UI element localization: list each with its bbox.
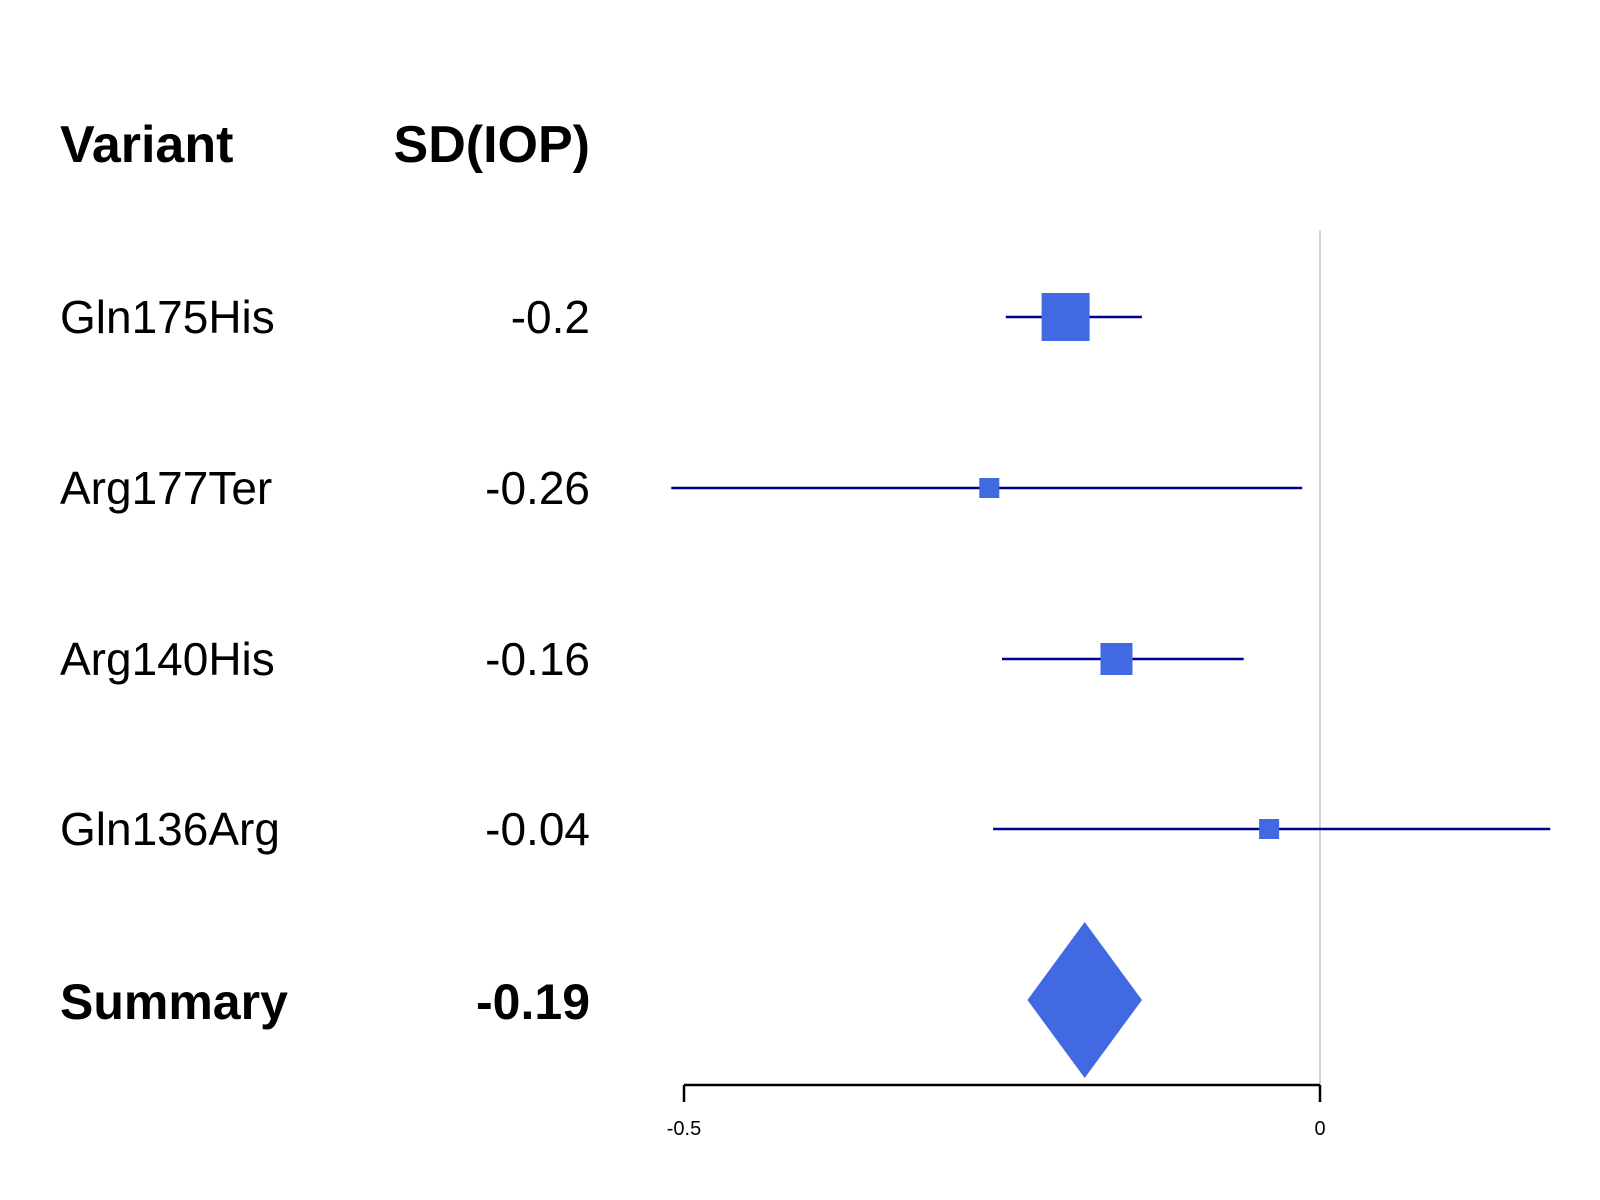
variant-label: Arg177Ter: [60, 462, 272, 514]
variant-label: Arg140His: [60, 633, 275, 685]
point-estimate-Arg140His: [1100, 643, 1133, 675]
point-estimate-Arg177Ter: [979, 478, 1000, 498]
summary-label: Summary: [60, 974, 288, 1030]
x-axis: -0.5 0: [667, 1083, 1326, 1140]
row-0: Gln175His -0.2: [60, 291, 590, 343]
point-estimate-Gln175His: [1041, 293, 1090, 341]
variant-label: Gln175His: [60, 291, 275, 343]
variant-value: -0.2: [511, 291, 590, 343]
variant-value: -0.26: [485, 462, 590, 514]
plot-marks: [671, 293, 1551, 1078]
row-3: Gln136Arg -0.04: [60, 803, 590, 855]
variant-value: -0.04: [485, 803, 590, 855]
summary-value: -0.19: [476, 974, 590, 1030]
summary-row: Summary -0.19: [60, 974, 590, 1030]
variant-value: -0.16: [485, 633, 590, 685]
header-variant: Variant: [60, 116, 233, 174]
x-tick-label: -0.5: [667, 1118, 701, 1140]
variant-label: Gln136Arg: [60, 803, 280, 855]
row-1: Arg177Ter -0.26: [60, 462, 590, 514]
point-estimate-Gln136Arg: [1259, 819, 1280, 839]
header-sd-iop: SD(IOP): [394, 116, 590, 174]
summary-diamond: [1027, 922, 1142, 1078]
row-2: Arg140His -0.16: [60, 633, 590, 685]
x-tick-label: 0: [1314, 1118, 1325, 1140]
